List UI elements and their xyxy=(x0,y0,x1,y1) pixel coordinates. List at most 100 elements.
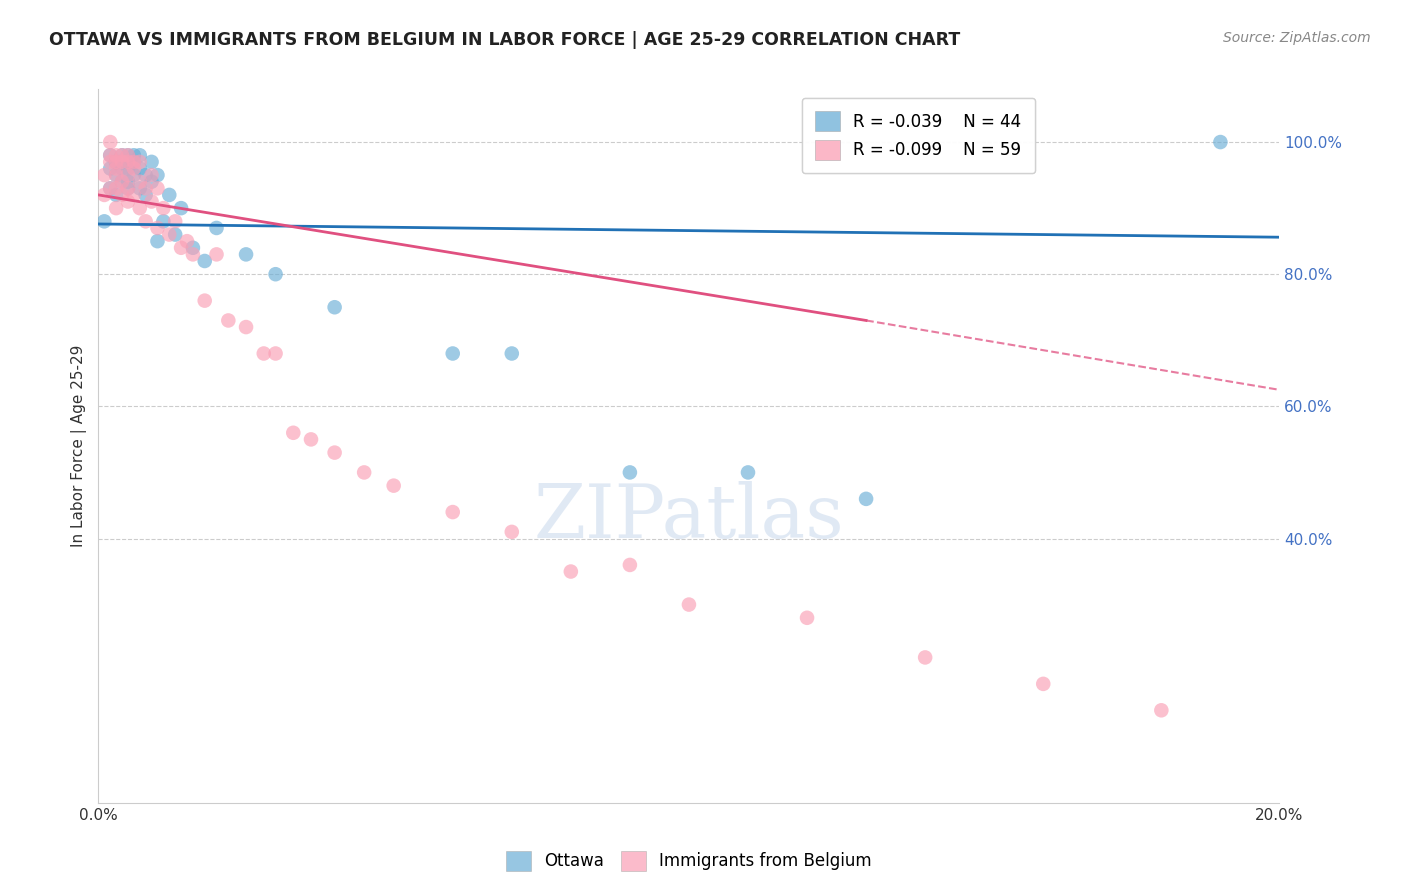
Point xyxy=(235,320,257,334)
Point xyxy=(117,161,139,176)
Point xyxy=(122,154,145,169)
Point xyxy=(105,148,128,162)
Point xyxy=(117,148,139,162)
Point xyxy=(181,241,204,255)
Point xyxy=(264,267,287,281)
Point xyxy=(111,175,134,189)
Point xyxy=(117,168,139,182)
Point xyxy=(98,135,121,149)
Point xyxy=(157,227,180,242)
Point xyxy=(353,466,375,480)
Point xyxy=(135,181,157,195)
Point xyxy=(117,194,139,209)
Point xyxy=(122,161,145,176)
Point xyxy=(128,181,150,195)
Point xyxy=(93,168,115,182)
Point xyxy=(93,188,115,202)
Point xyxy=(111,148,134,162)
Point xyxy=(128,175,150,189)
Text: OTTAWA VS IMMIGRANTS FROM BELGIUM IN LABOR FORCE | AGE 25-29 CORRELATION CHART: OTTAWA VS IMMIGRANTS FROM BELGIUM IN LAB… xyxy=(49,31,960,49)
Point xyxy=(111,175,134,189)
Point xyxy=(111,188,134,202)
Point xyxy=(146,221,169,235)
Point xyxy=(105,154,128,169)
Point xyxy=(157,188,180,202)
Point xyxy=(217,313,239,327)
Point xyxy=(560,565,582,579)
Point xyxy=(283,425,305,440)
Point xyxy=(135,188,157,202)
Point xyxy=(914,650,936,665)
Point xyxy=(323,445,346,459)
Point xyxy=(111,161,134,176)
Point xyxy=(141,175,163,189)
Point xyxy=(382,478,405,492)
Point xyxy=(111,148,134,162)
Point xyxy=(98,148,121,162)
Point xyxy=(205,247,228,261)
Point xyxy=(146,234,169,248)
Point xyxy=(194,254,217,268)
Point xyxy=(117,181,139,195)
Point xyxy=(93,214,115,228)
Point xyxy=(105,161,128,176)
Point xyxy=(501,524,523,539)
Point xyxy=(122,168,145,182)
Point xyxy=(105,154,128,169)
Point xyxy=(141,168,163,182)
Point xyxy=(117,175,139,189)
Point xyxy=(98,148,121,162)
Point xyxy=(855,491,877,506)
Point xyxy=(165,214,187,228)
Point xyxy=(264,346,287,360)
Text: ZIPatlas: ZIPatlas xyxy=(533,481,845,554)
Point xyxy=(619,558,641,572)
Point xyxy=(1150,703,1173,717)
Legend: Ottawa, Immigrants from Belgium: Ottawa, Immigrants from Belgium xyxy=(498,842,880,880)
Point xyxy=(98,161,121,176)
Point xyxy=(122,148,145,162)
Legend: R = -0.039    N = 44, R = -0.099    N = 59: R = -0.039 N = 44, R = -0.099 N = 59 xyxy=(801,97,1035,173)
Point xyxy=(441,505,464,519)
Point xyxy=(117,181,139,195)
Point xyxy=(98,181,121,195)
Point xyxy=(1209,135,1232,149)
Point xyxy=(105,168,128,182)
Point xyxy=(181,247,204,261)
Point xyxy=(678,598,700,612)
Point xyxy=(105,168,128,182)
Point xyxy=(128,201,150,215)
Point xyxy=(105,154,128,169)
Point xyxy=(253,346,276,360)
Point xyxy=(122,154,145,169)
Point xyxy=(170,241,193,255)
Point xyxy=(128,161,150,176)
Point xyxy=(105,188,128,202)
Point xyxy=(170,201,193,215)
Point xyxy=(141,154,163,169)
Point xyxy=(146,181,169,195)
Point xyxy=(235,247,257,261)
Point xyxy=(105,181,128,195)
Point xyxy=(501,346,523,360)
Point xyxy=(165,227,187,242)
Point xyxy=(117,154,139,169)
Point xyxy=(737,466,759,480)
Point xyxy=(105,201,128,215)
Point xyxy=(128,148,150,162)
Point xyxy=(141,194,163,209)
Text: Source: ZipAtlas.com: Source: ZipAtlas.com xyxy=(1223,31,1371,45)
Point xyxy=(152,201,174,215)
Point xyxy=(128,154,150,169)
Point xyxy=(98,154,121,169)
Point xyxy=(146,168,169,182)
Point xyxy=(1032,677,1054,691)
Point xyxy=(441,346,464,360)
Y-axis label: In Labor Force | Age 25-29: In Labor Force | Age 25-29 xyxy=(72,345,87,547)
Point xyxy=(323,300,346,314)
Point xyxy=(205,221,228,235)
Point xyxy=(152,214,174,228)
Point xyxy=(117,148,139,162)
Point xyxy=(111,154,134,169)
Point xyxy=(619,466,641,480)
